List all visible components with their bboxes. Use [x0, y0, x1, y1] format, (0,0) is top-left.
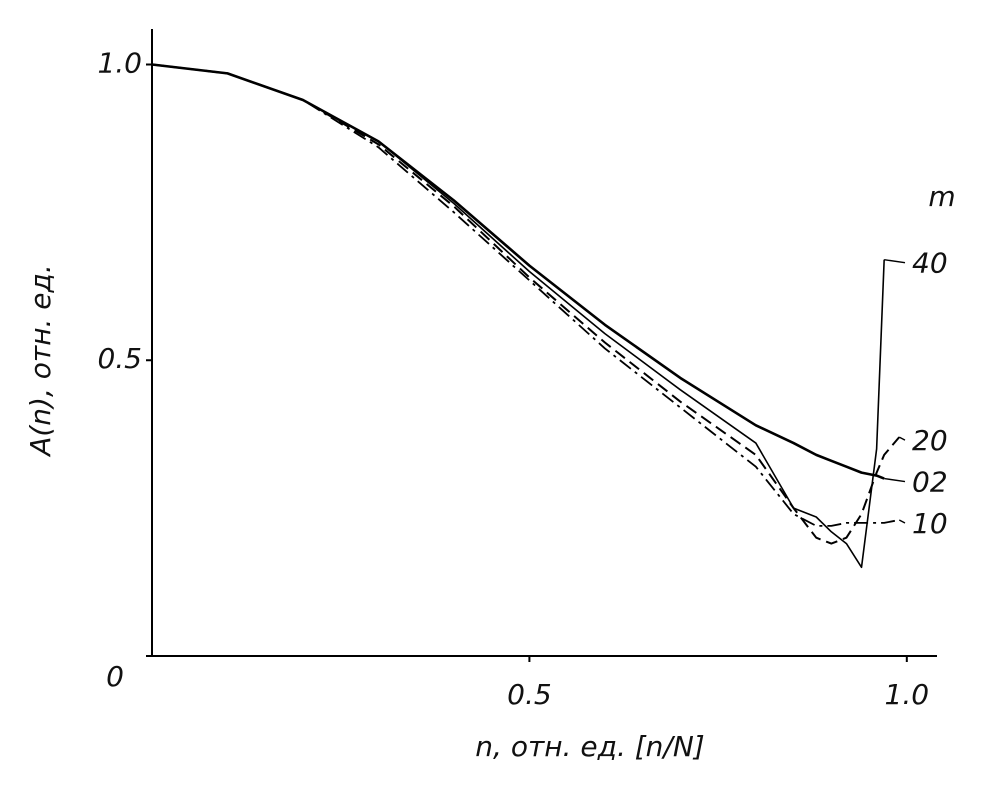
y-axis-label: A(n), отн. ед. [24, 264, 57, 458]
label-leader [898, 436, 906, 441]
series-line [151, 63, 885, 569]
y-tick-label: 0.5 [97, 342, 142, 375]
series-label: 10 [912, 507, 948, 540]
series-line [151, 63, 885, 480]
legend-title: m [928, 180, 955, 213]
x-tick-label: 1.0 [885, 678, 930, 711]
x-axis-label: n, отн. ед. [n/N] [475, 730, 704, 763]
series-line [151, 63, 901, 545]
label-leader [884, 477, 906, 483]
y-tick-label: 1.0 [97, 46, 142, 79]
y-tick-label: 0 [106, 660, 124, 693]
series-label: 40 [912, 247, 948, 280]
x-tick-label: 0.5 [507, 678, 552, 711]
label-leader [898, 519, 906, 524]
series-label: 02 [912, 466, 948, 499]
series-line [151, 63, 900, 527]
label-leader [884, 258, 906, 264]
series-label: 20 [912, 424, 948, 457]
